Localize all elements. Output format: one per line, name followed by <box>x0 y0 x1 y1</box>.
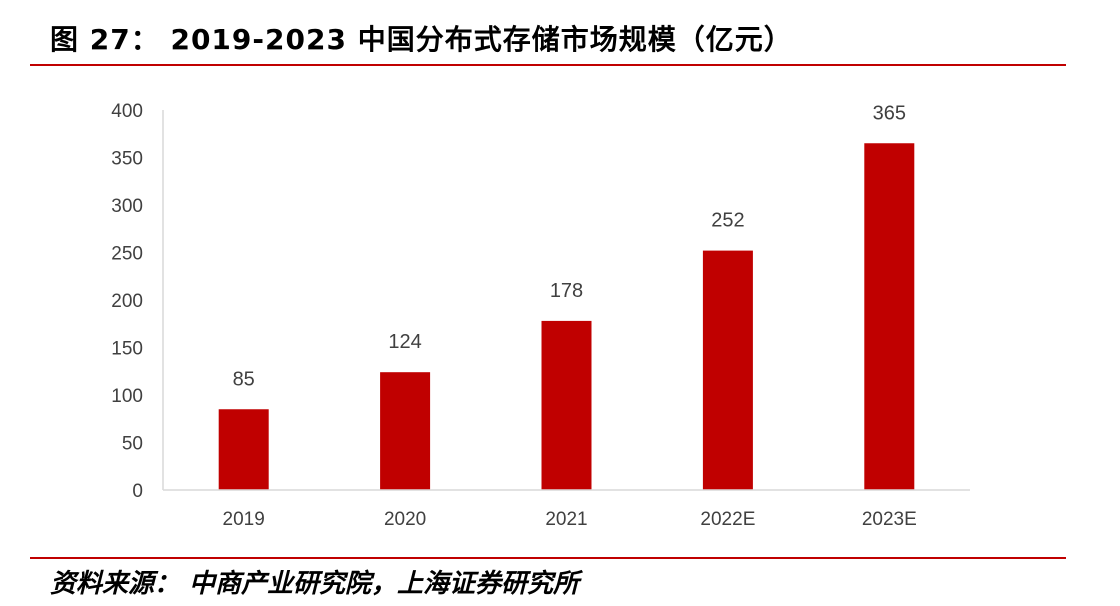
x-tick-label-2021: 2021 <box>545 509 587 530</box>
y-tick-label: 350 <box>111 149 143 170</box>
bar-2022E <box>702 250 753 490</box>
source-divider <box>30 557 1066 559</box>
x-axis: 2019 2020 2021 2022E 2023E <box>163 489 970 530</box>
x-tick-label-2022E: 2022E <box>700 509 755 530</box>
data-label-2022E: 252 <box>711 210 744 232</box>
bars <box>218 143 915 490</box>
data-label-2019: 85 <box>233 368 255 390</box>
y-axis: 0 50 100 150 200 250 300 350 400 <box>111 101 164 502</box>
data-label-2021: 178 <box>550 280 583 302</box>
bar-2019 <box>218 409 269 490</box>
y-tick-label: 200 <box>111 291 143 312</box>
data-label-2023E: 365 <box>873 102 906 124</box>
figure-title: 图 27： 2019-2023 中国分布式存储市场规模（亿元） <box>50 23 793 56</box>
data-label-2020: 124 <box>388 331 421 353</box>
bar-2021 <box>541 320 592 490</box>
y-tick-label: 400 <box>111 101 143 122</box>
bar-2020 <box>380 372 431 490</box>
y-tick-label: 300 <box>111 196 143 217</box>
y-tick-label: 100 <box>111 386 143 407</box>
title-divider <box>30 64 1066 66</box>
y-tick-label: 150 <box>111 339 143 360</box>
bar-2023E <box>864 143 915 490</box>
y-tick-label: 250 <box>111 244 143 265</box>
x-tick-label-2023E: 2023E <box>862 509 917 530</box>
y-tick-label: 0 <box>132 481 143 502</box>
x-tick-label-2019: 2019 <box>223 509 265 530</box>
source-note: 资料来源： 中商产业研究院，上海证券研究所 <box>50 569 580 599</box>
data-labels: 85 124 178 252 365 <box>233 102 906 390</box>
y-tick-label: 50 <box>122 434 143 455</box>
x-tick-label-2020: 2020 <box>384 509 426 530</box>
